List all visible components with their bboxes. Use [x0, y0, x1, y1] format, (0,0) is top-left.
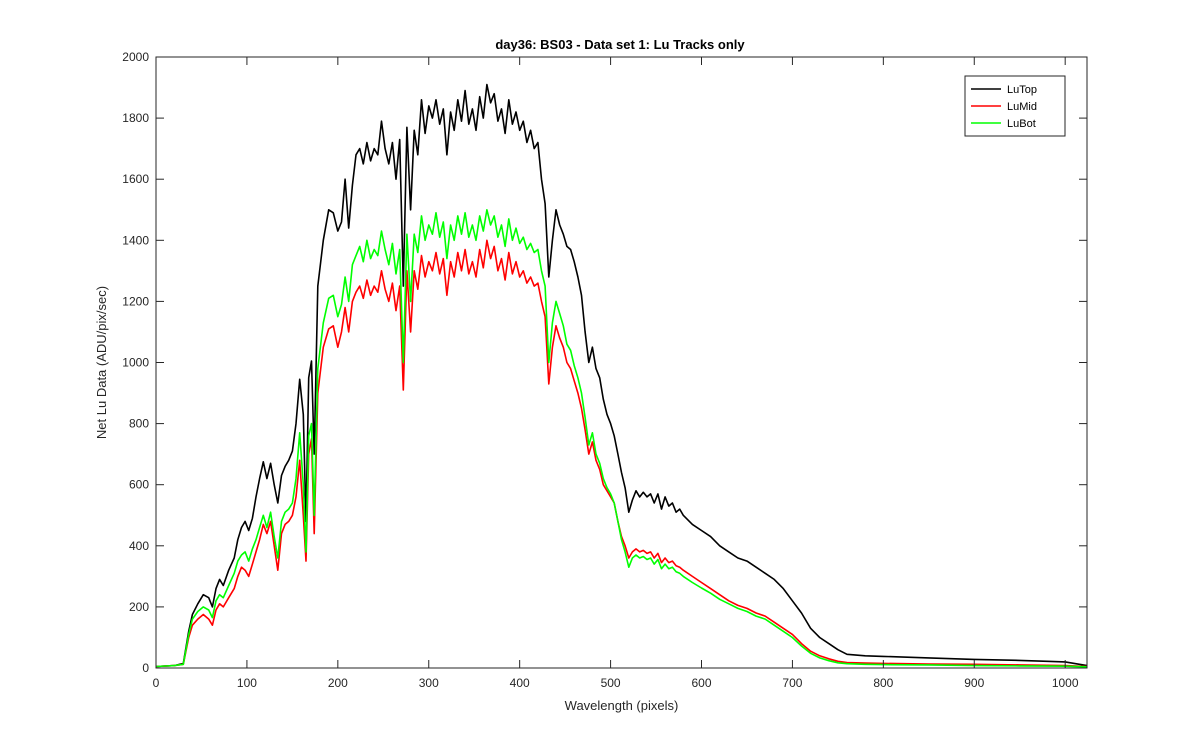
x-tick-label: 500 — [601, 676, 621, 690]
x-tick-label: 100 — [237, 676, 257, 690]
x-tick-label: 700 — [782, 676, 802, 690]
series-line-lutop — [155, 83, 1088, 668]
legend-label-lubot: LuBot — [1007, 118, 1036, 130]
y-tick-label: 800 — [129, 417, 149, 431]
series-line-lubot — [155, 209, 1088, 668]
x-tick-label: 900 — [964, 676, 984, 690]
plot-background — [156, 57, 1087, 668]
y-tick-label: 2000 — [122, 50, 149, 64]
x-tick-label: 200 — [328, 676, 348, 690]
y-axis-label: Net Lu Data (ADU/pix/sec) — [94, 286, 109, 439]
series-line-lumid — [155, 239, 1088, 668]
series-layer — [155, 83, 1088, 668]
y-tick-label: 1800 — [122, 111, 149, 125]
chart-title: day36: BS03 - Data set 1: Lu Tracks only — [495, 37, 745, 52]
x-axis-label: Wavelength (pixels) — [565, 698, 679, 713]
x-tick-label: 600 — [691, 676, 711, 690]
legend: LuTop LuMid LuBot — [964, 75, 1066, 137]
y-tick-label: 1600 — [122, 172, 149, 186]
y-axis: 0 200 400 600 800 1000 1200 1400 1600 1800 2000 — [122, 50, 1087, 675]
legend-label-lumid: LuMid — [1007, 101, 1037, 113]
y-tick-label: 1000 — [122, 356, 149, 370]
legend-items: LuTop LuMid LuBot — [971, 84, 1037, 130]
y-tick-label: 1400 — [122, 233, 149, 247]
plot-area: 0 100 200 300 400 500 600 700 800 900 1000 0 200 400… — [122, 50, 1088, 690]
x-tick-label: 800 — [873, 676, 893, 690]
x-tick-label: 300 — [419, 676, 439, 690]
y-tick-label: 200 — [129, 600, 149, 614]
x-axis: 0 100 200 300 400 500 600 700 800 900 1000 — [153, 57, 1079, 690]
legend-label-lutop: LuTop — [1007, 84, 1037, 96]
y-tick-label: 600 — [129, 478, 149, 492]
x-tick-label: 0 — [153, 676, 160, 690]
x-tick-label: 1000 — [1052, 676, 1079, 690]
y-tick-label: 1200 — [122, 294, 149, 308]
y-tick-label: 400 — [129, 539, 149, 553]
y-tick-label: 0 — [142, 661, 149, 675]
x-tick-label: 400 — [510, 676, 530, 690]
